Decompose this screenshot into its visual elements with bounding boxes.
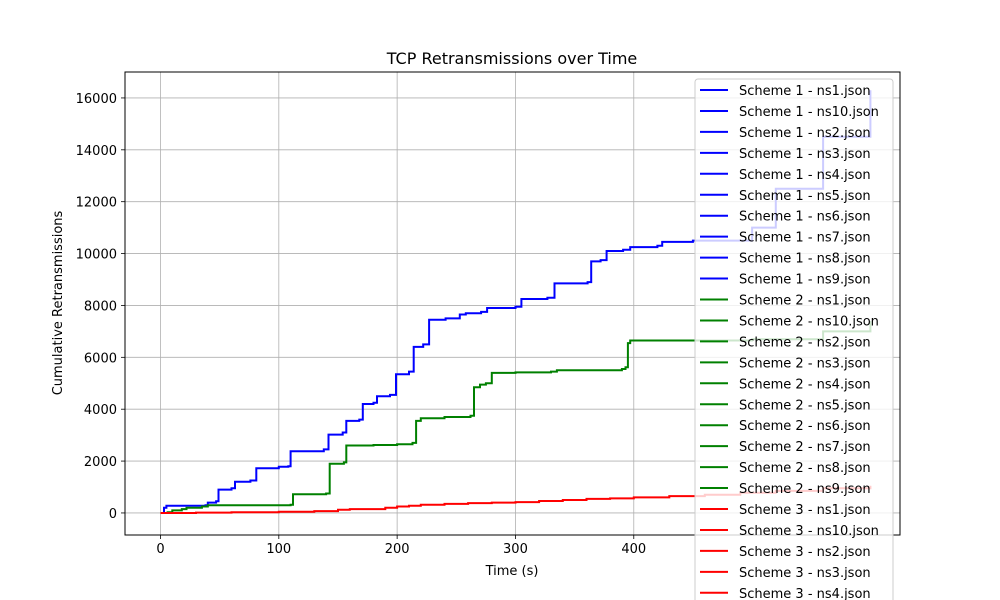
legend-entry-label: Scheme 3 - ns3.json <box>739 566 871 581</box>
legend-entry-label: Scheme 1 - ns6.json <box>739 210 871 225</box>
y-tick-label: 0 <box>109 507 117 522</box>
x-tick-label: 100 <box>266 542 291 557</box>
legend-entry-label: Scheme 3 - ns1.json <box>739 503 871 518</box>
legend-entry-label: Scheme 1 - ns10.json <box>739 105 879 120</box>
legend-entry-label: Scheme 1 - ns9.json <box>739 273 871 288</box>
y-tick-label: 14000 <box>76 144 117 159</box>
series-line <box>160 321 872 514</box>
legend: Scheme 1 - ns1.json Scheme 1 - ns10.json S… <box>694 78 894 600</box>
y-axis-label: Cumulative Retransmissions <box>51 210 66 395</box>
legend-entry-label: Scheme 2 - ns4.json <box>739 377 871 392</box>
legend-entry-label: Scheme 2 - ns3.json <box>739 356 871 371</box>
legend-entry-label: Scheme 1 - ns4.json <box>739 168 871 183</box>
legend-entry-label: Scheme 3 - ns2.json <box>739 545 871 560</box>
legend-entry-label: Scheme 2 - ns10.json <box>739 314 879 329</box>
legend-entry-label: Scheme 1 - ns5.json <box>739 189 871 204</box>
legend-entry-label: Scheme 2 - ns6.json <box>739 419 871 434</box>
legend-entry-label: Scheme 1 - ns7.json <box>739 231 871 246</box>
legend-entry-label: Scheme 2 - ns5.json <box>739 398 871 413</box>
x-tick-label: 0 <box>156 542 164 557</box>
x-tick-label: 200 <box>385 542 410 557</box>
legend-entry-label: Scheme 1 - ns1.json <box>739 84 871 99</box>
x-axis-label: Time (s) <box>485 564 539 579</box>
legend-entry-label: Scheme 2 - ns9.json <box>739 482 871 497</box>
y-tick-label: 10000 <box>76 248 117 263</box>
plot-frame <box>124 71 901 536</box>
legend-entry-label: Scheme 2 - ns8.json <box>739 461 871 476</box>
legend-entry-label: Scheme 3 - ns4.json <box>739 587 871 600</box>
y-tick-label: 2000 <box>84 455 117 470</box>
x-tick-label: 300 <box>503 542 528 557</box>
y-tick-label: 12000 <box>76 196 117 211</box>
legend-entry-label: Scheme 2 - ns2.json <box>739 335 871 350</box>
x-tick-label: 400 <box>621 542 646 557</box>
legend-entry-label: Scheme 1 - ns2.json <box>739 126 871 141</box>
legend-entry-label: Scheme 1 - ns8.json <box>739 252 871 267</box>
legend-box <box>694 78 894 600</box>
legend-entry-label: Scheme 2 - ns7.json <box>739 440 871 455</box>
axis-ticks: 0 100 200 300 400020004000600080001000012000… <box>76 92 647 557</box>
y-tick-label: 16000 <box>76 92 117 107</box>
legend-entry-label: Scheme 3 - ns10.json <box>739 524 879 539</box>
chart-title: TCP Retransmissions over Time <box>386 49 638 68</box>
legend-entry-label: Scheme 2 - ns1.json <box>739 294 871 309</box>
series-line <box>160 90 872 514</box>
y-tick-label: 4000 <box>84 403 117 418</box>
y-tick-label: 8000 <box>84 299 117 314</box>
y-tick-label: 6000 <box>84 351 117 366</box>
legend-entry-label: Scheme 1 - ns3.json <box>739 147 871 162</box>
